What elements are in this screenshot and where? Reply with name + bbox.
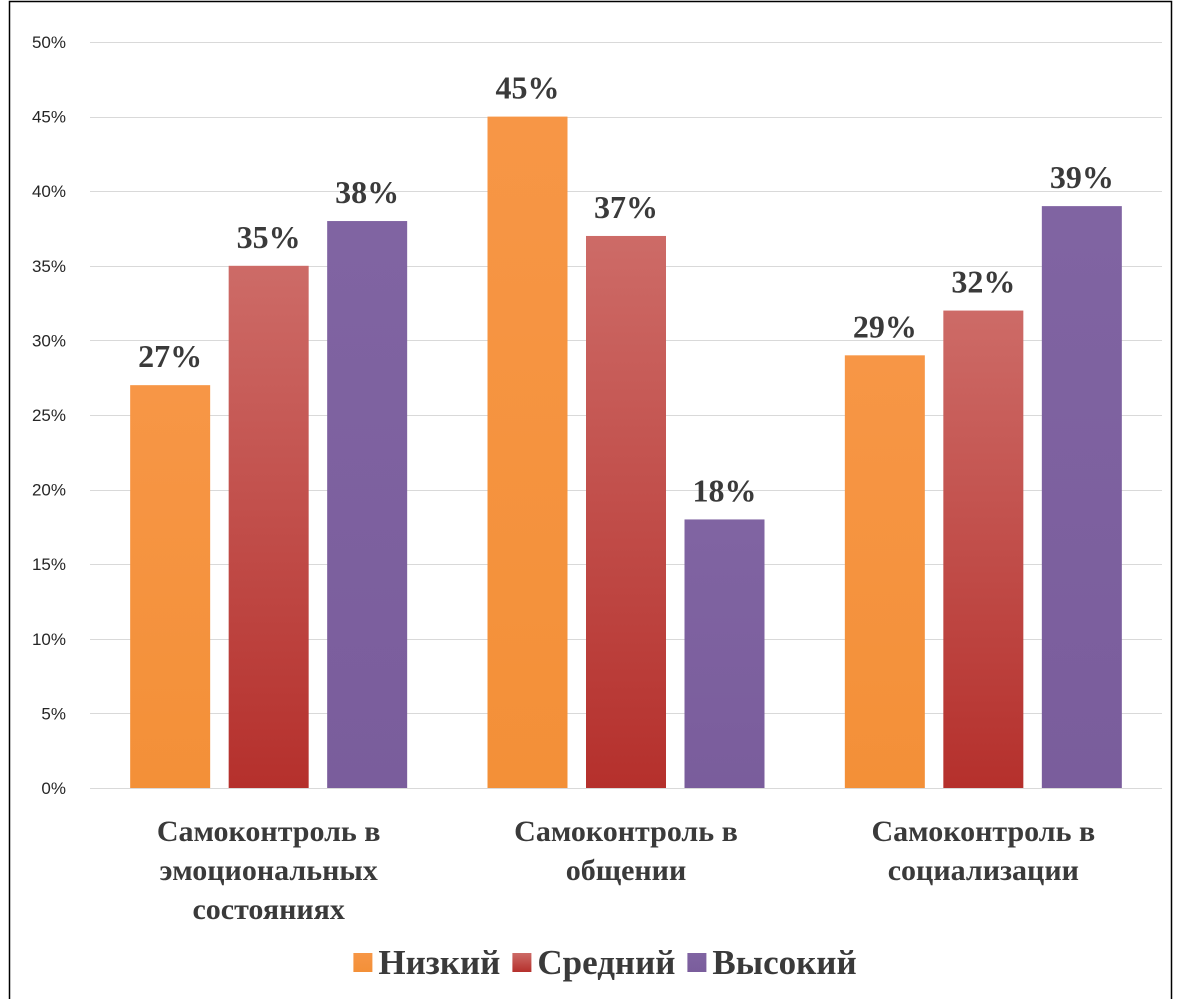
y-tick-value: 30 — [32, 331, 51, 350]
y-tick-value: 5 — [41, 704, 50, 723]
bar-s3-c2 — [684, 519, 765, 788]
data-label-value: 35 — [237, 219, 269, 255]
y-tick-label: 15% — [32, 555, 66, 574]
category-label-line: Самоконтроль в — [514, 815, 738, 848]
data-label-suffix: % — [367, 174, 399, 210]
y-tick-label: 0% — [41, 779, 66, 798]
legend-swatch — [687, 953, 707, 972]
x-axis-category-labels: Самоконтроль в эмоциональных состоянияхСам… — [157, 815, 1095, 926]
data-label-suffix: % — [885, 308, 917, 344]
y-tick-label: 50% — [32, 33, 66, 52]
data-label-s2-c2: 37% — [594, 189, 658, 225]
legend-swatch — [353, 953, 373, 972]
legend-label: Низкий — [378, 943, 500, 982]
data-label-value: 18 — [693, 472, 725, 508]
bar-s1-c1 — [130, 385, 211, 788]
y-tick-suffix: % — [51, 704, 66, 723]
y-tick-suffix: % — [51, 33, 66, 52]
y-tick-label: 30% — [32, 331, 66, 350]
bar-s2-c3 — [943, 310, 1024, 788]
legend-item-2: Средний — [512, 943, 675, 982]
legend: Низкий Средний Высокий — [353, 943, 857, 982]
category-label-line: социализации — [888, 854, 1079, 887]
y-tick-label: 25% — [32, 406, 66, 425]
data-label-s2-c3: 32% — [951, 264, 1015, 300]
data-label-value: 32 — [951, 264, 983, 300]
legend-label: Высокий — [712, 943, 856, 982]
bars — [130, 116, 1122, 789]
y-tick-value: 10 — [32, 630, 51, 649]
y-tick-label: 40% — [32, 182, 66, 201]
data-labels: 27%35%38%45%37%18%29%32%39% — [138, 70, 1114, 509]
y-tick-suffix: % — [51, 779, 66, 798]
data-label-suffix: % — [269, 219, 301, 255]
legend-item-3: Высокий — [687, 943, 857, 982]
category-label-line: эмоциональных — [160, 854, 378, 887]
y-tick-suffix: % — [51, 555, 66, 574]
y-tick-value: 40 — [32, 182, 51, 201]
data-label-value: 45 — [496, 70, 528, 106]
y-tick-suffix: % — [51, 630, 66, 649]
bar-s1-c2 — [487, 116, 568, 789]
data-label-value: 38 — [335, 174, 367, 210]
data-label-s1-c2: 45% — [496, 70, 560, 106]
y-tick-suffix: % — [51, 108, 66, 127]
data-label-s1-c1: 27% — [138, 338, 202, 374]
data-label-s3-c2: 18% — [693, 472, 757, 508]
data-label-value: 27 — [138, 338, 170, 374]
y-tick-value: 20 — [32, 481, 51, 500]
data-label-suffix: % — [725, 472, 757, 508]
category-label-line: Самоконтроль в — [157, 815, 381, 848]
y-tick-value: 15 — [32, 555, 51, 574]
bar-s3-c3 — [1041, 206, 1122, 788]
legend-label: Средний — [537, 943, 675, 982]
y-tick-suffix: % — [51, 331, 66, 350]
data-label-s3-c3: 39% — [1050, 159, 1114, 195]
data-label-suffix: % — [528, 70, 560, 106]
category-label-line: общении — [566, 854, 687, 887]
y-tick-value: 25 — [32, 406, 51, 425]
data-label-s3-c1: 38% — [335, 174, 399, 210]
y-tick-value: 45 — [32, 108, 51, 127]
bar-s2-c1 — [228, 265, 309, 788]
y-tick-suffix: % — [51, 257, 66, 276]
y-tick-label: 5% — [41, 704, 66, 723]
data-label-value: 29 — [853, 308, 885, 344]
bar-s3-c1 — [327, 221, 408, 789]
category-label-2: Самоконтроль в общении — [514, 815, 738, 887]
y-tick-label: 10% — [32, 630, 66, 649]
y-tick-label: 35% — [32, 257, 66, 276]
category-label-line: состояниях — [192, 893, 344, 926]
y-tick-value: 0 — [41, 779, 50, 798]
bar-s1-c3 — [844, 355, 925, 788]
data-label-s1-c3: 29% — [853, 308, 917, 344]
category-label-3: Самоконтроль в социализации — [871, 815, 1095, 887]
legend-item-1: Низкий — [353, 943, 500, 982]
chart-frame — [8, 0, 1173, 999]
category-label-line: Самоконтроль в — [871, 815, 1095, 848]
y-tick-suffix: % — [51, 481, 66, 500]
y-tick-value: 35 — [32, 257, 51, 276]
bar-s2-c2 — [586, 235, 666, 788]
y-tick-label: 20% — [32, 481, 66, 500]
data-label-s2-c1: 35% — [237, 219, 301, 255]
data-label-suffix: % — [170, 338, 202, 374]
data-label-value: 37 — [594, 189, 626, 225]
legend-swatch — [512, 953, 532, 972]
y-tick-label: 45% — [32, 108, 66, 127]
data-label-suffix: % — [626, 189, 658, 225]
y-tick-suffix: % — [51, 182, 66, 201]
category-label-1: Самоконтроль в эмоциональных состояниях — [157, 815, 381, 926]
data-label-suffix: % — [983, 264, 1015, 300]
data-label-value: 39 — [1050, 159, 1082, 195]
y-axis-tick-labels: 0%5%10%15%20%25%30%35%40%45%50% — [32, 33, 66, 798]
y-tick-suffix: % — [51, 406, 66, 425]
data-label-suffix: % — [1082, 159, 1114, 195]
y-tick-value: 50 — [32, 33, 51, 52]
